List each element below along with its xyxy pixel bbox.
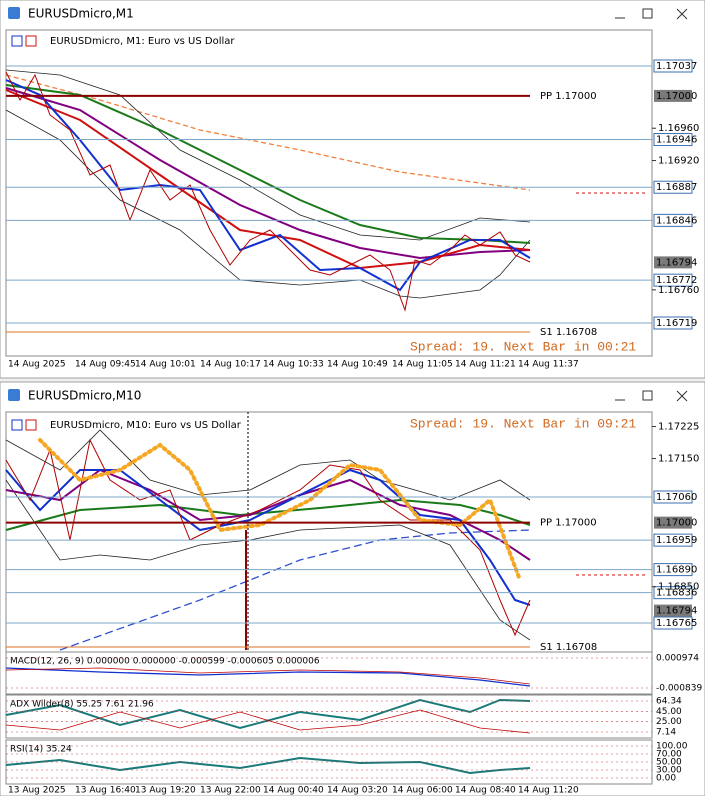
price-label: 1.16765	[656, 618, 697, 629]
price-label: 1.17060	[656, 492, 697, 503]
price-scale-label: 1.16760	[658, 285, 699, 296]
price-marker: 1.17000	[656, 518, 697, 529]
chart-icon	[25, 35, 37, 47]
spread-info: Spread: 19. Next Bar in 09:21	[410, 416, 636, 431]
price-scale-label: 1.17225	[658, 422, 699, 433]
price-label-box	[653, 616, 693, 630]
price-scale-label: 1.17150	[658, 454, 699, 465]
price-marker-box	[654, 516, 692, 529]
price-label-box	[653, 586, 693, 600]
price-marker: 1.17000	[656, 91, 697, 102]
time-label: 13 Aug 16:40	[75, 786, 136, 796]
indicator-scale-label: 25.00	[656, 717, 682, 727]
time-label: 14 Aug 10:17	[200, 360, 261, 370]
price-label: 1.16719	[656, 318, 697, 329]
time-label: 14 Aug 11:20	[518, 786, 579, 796]
price-label-box	[653, 563, 693, 577]
chart-area	[5, 29, 653, 357]
price-label: 1.16887	[656, 182, 697, 193]
price-label-box	[653, 133, 693, 147]
price-label-box	[653, 180, 693, 194]
indicator-scale-label: 50.00	[656, 758, 682, 768]
maximize-button[interactable]	[642, 8, 653, 19]
indicator-scale-label: 30.00	[656, 766, 682, 776]
time-label: 14 Aug 11:21	[455, 360, 516, 370]
maximize-button[interactable]	[642, 390, 653, 401]
time-label: 13 Aug 2025	[8, 786, 66, 796]
time-label: 14 Aug 09:45	[75, 360, 136, 370]
indicator-scale-label: 0.00	[656, 774, 676, 784]
indicator-scale-label: 100.00	[656, 742, 688, 752]
time-label: 14 Aug 06:00	[392, 786, 453, 796]
price-label-box	[653, 213, 693, 227]
price-label-box	[653, 490, 693, 504]
chart-curves	[5, 412, 531, 775]
window-icon	[8, 389, 20, 401]
title-bar	[1, 1, 704, 27]
support-label: S1 1.16708	[540, 327, 597, 338]
window-title: EURUSDmicro,M10	[28, 389, 141, 403]
price-label: 1.16772	[656, 275, 697, 286]
time-label: 14 Aug 00:40	[263, 786, 324, 796]
price-marker: 1.16794	[656, 257, 697, 268]
chart-icon	[11, 35, 23, 47]
price-marker-box	[654, 89, 692, 102]
time-label: 14 Aug 10:33	[263, 360, 324, 370]
chart-area	[5, 411, 653, 653]
price-scale-label: 1.16920	[658, 156, 699, 167]
price-label-box	[653, 273, 693, 287]
time-label: 14 Aug 11:05	[392, 360, 453, 370]
price-marker-box	[654, 604, 692, 617]
chart-header: EURUSDmicro, M10: Euro vs US Dollar	[50, 420, 242, 431]
price-label: 1.16959	[656, 535, 697, 546]
indicator-label: ADX Wilder(8) 55.25 7.61 21.96	[10, 700, 154, 710]
support-label: S1 1.16708	[540, 642, 597, 653]
time-label: 14 Aug 03:20	[327, 786, 388, 796]
indicator-scale-label: 0.000974	[656, 654, 699, 664]
chart-icon	[11, 419, 23, 431]
price-label: 1.17037	[656, 61, 697, 72]
time-label: 14 Aug 2025	[8, 360, 66, 370]
spread-info: Spread: 19. Next Bar in 00:21	[410, 339, 636, 354]
indicator-scale-label: -0.000839	[656, 684, 702, 694]
window-title: EURUSDmicro,M1	[28, 7, 134, 21]
price-label: 1.16946	[656, 135, 697, 146]
time-label: 14 Aug 10:01	[135, 360, 196, 370]
indicator-scale-label: 64.34	[656, 697, 682, 707]
chart-header: EURUSDmicro, M1: Euro vs US Dollar	[50, 36, 235, 47]
price-label-box	[653, 59, 693, 73]
close-button[interactable]	[676, 390, 688, 402]
pivot-label: PP 1.17000	[540, 518, 597, 529]
title-bar	[1, 383, 704, 409]
price-label: 1.16846	[656, 215, 697, 226]
price-label-box	[653, 533, 693, 547]
price-label-box	[653, 316, 693, 330]
pivot-label: PP 1.17000	[540, 91, 597, 102]
window-icon	[8, 7, 20, 19]
price-marker: 1.16794	[656, 606, 697, 617]
indicator-scale-label: 45.00	[656, 707, 682, 717]
price-scale-label: 1.16850	[658, 582, 699, 593]
price-label: 1.16890	[656, 565, 697, 576]
indicator-scale-label: 7.14	[656, 728, 676, 738]
close-button[interactable]	[676, 8, 688, 20]
price-label: 1.16836	[656, 588, 697, 599]
time-label: 14 Aug 11:37	[518, 360, 579, 370]
price-marker-box	[654, 256, 692, 269]
chart-icon	[25, 419, 37, 431]
indicator-label: RSI(14) 35.24	[10, 745, 72, 755]
time-label: 14 Aug 10:49	[327, 360, 388, 370]
time-label: 13 Aug 22:00	[200, 786, 261, 796]
indicator-scale-label: 70.00	[656, 750, 682, 760]
time-label: 13 Aug 19:20	[135, 786, 196, 796]
time-label: 14 Aug 08:40	[455, 786, 516, 796]
indicator-label: MACD(12, 26, 9) 0.000000 0.000000 -0.000…	[10, 657, 320, 667]
price-scale-label: 1.16960	[658, 123, 699, 134]
